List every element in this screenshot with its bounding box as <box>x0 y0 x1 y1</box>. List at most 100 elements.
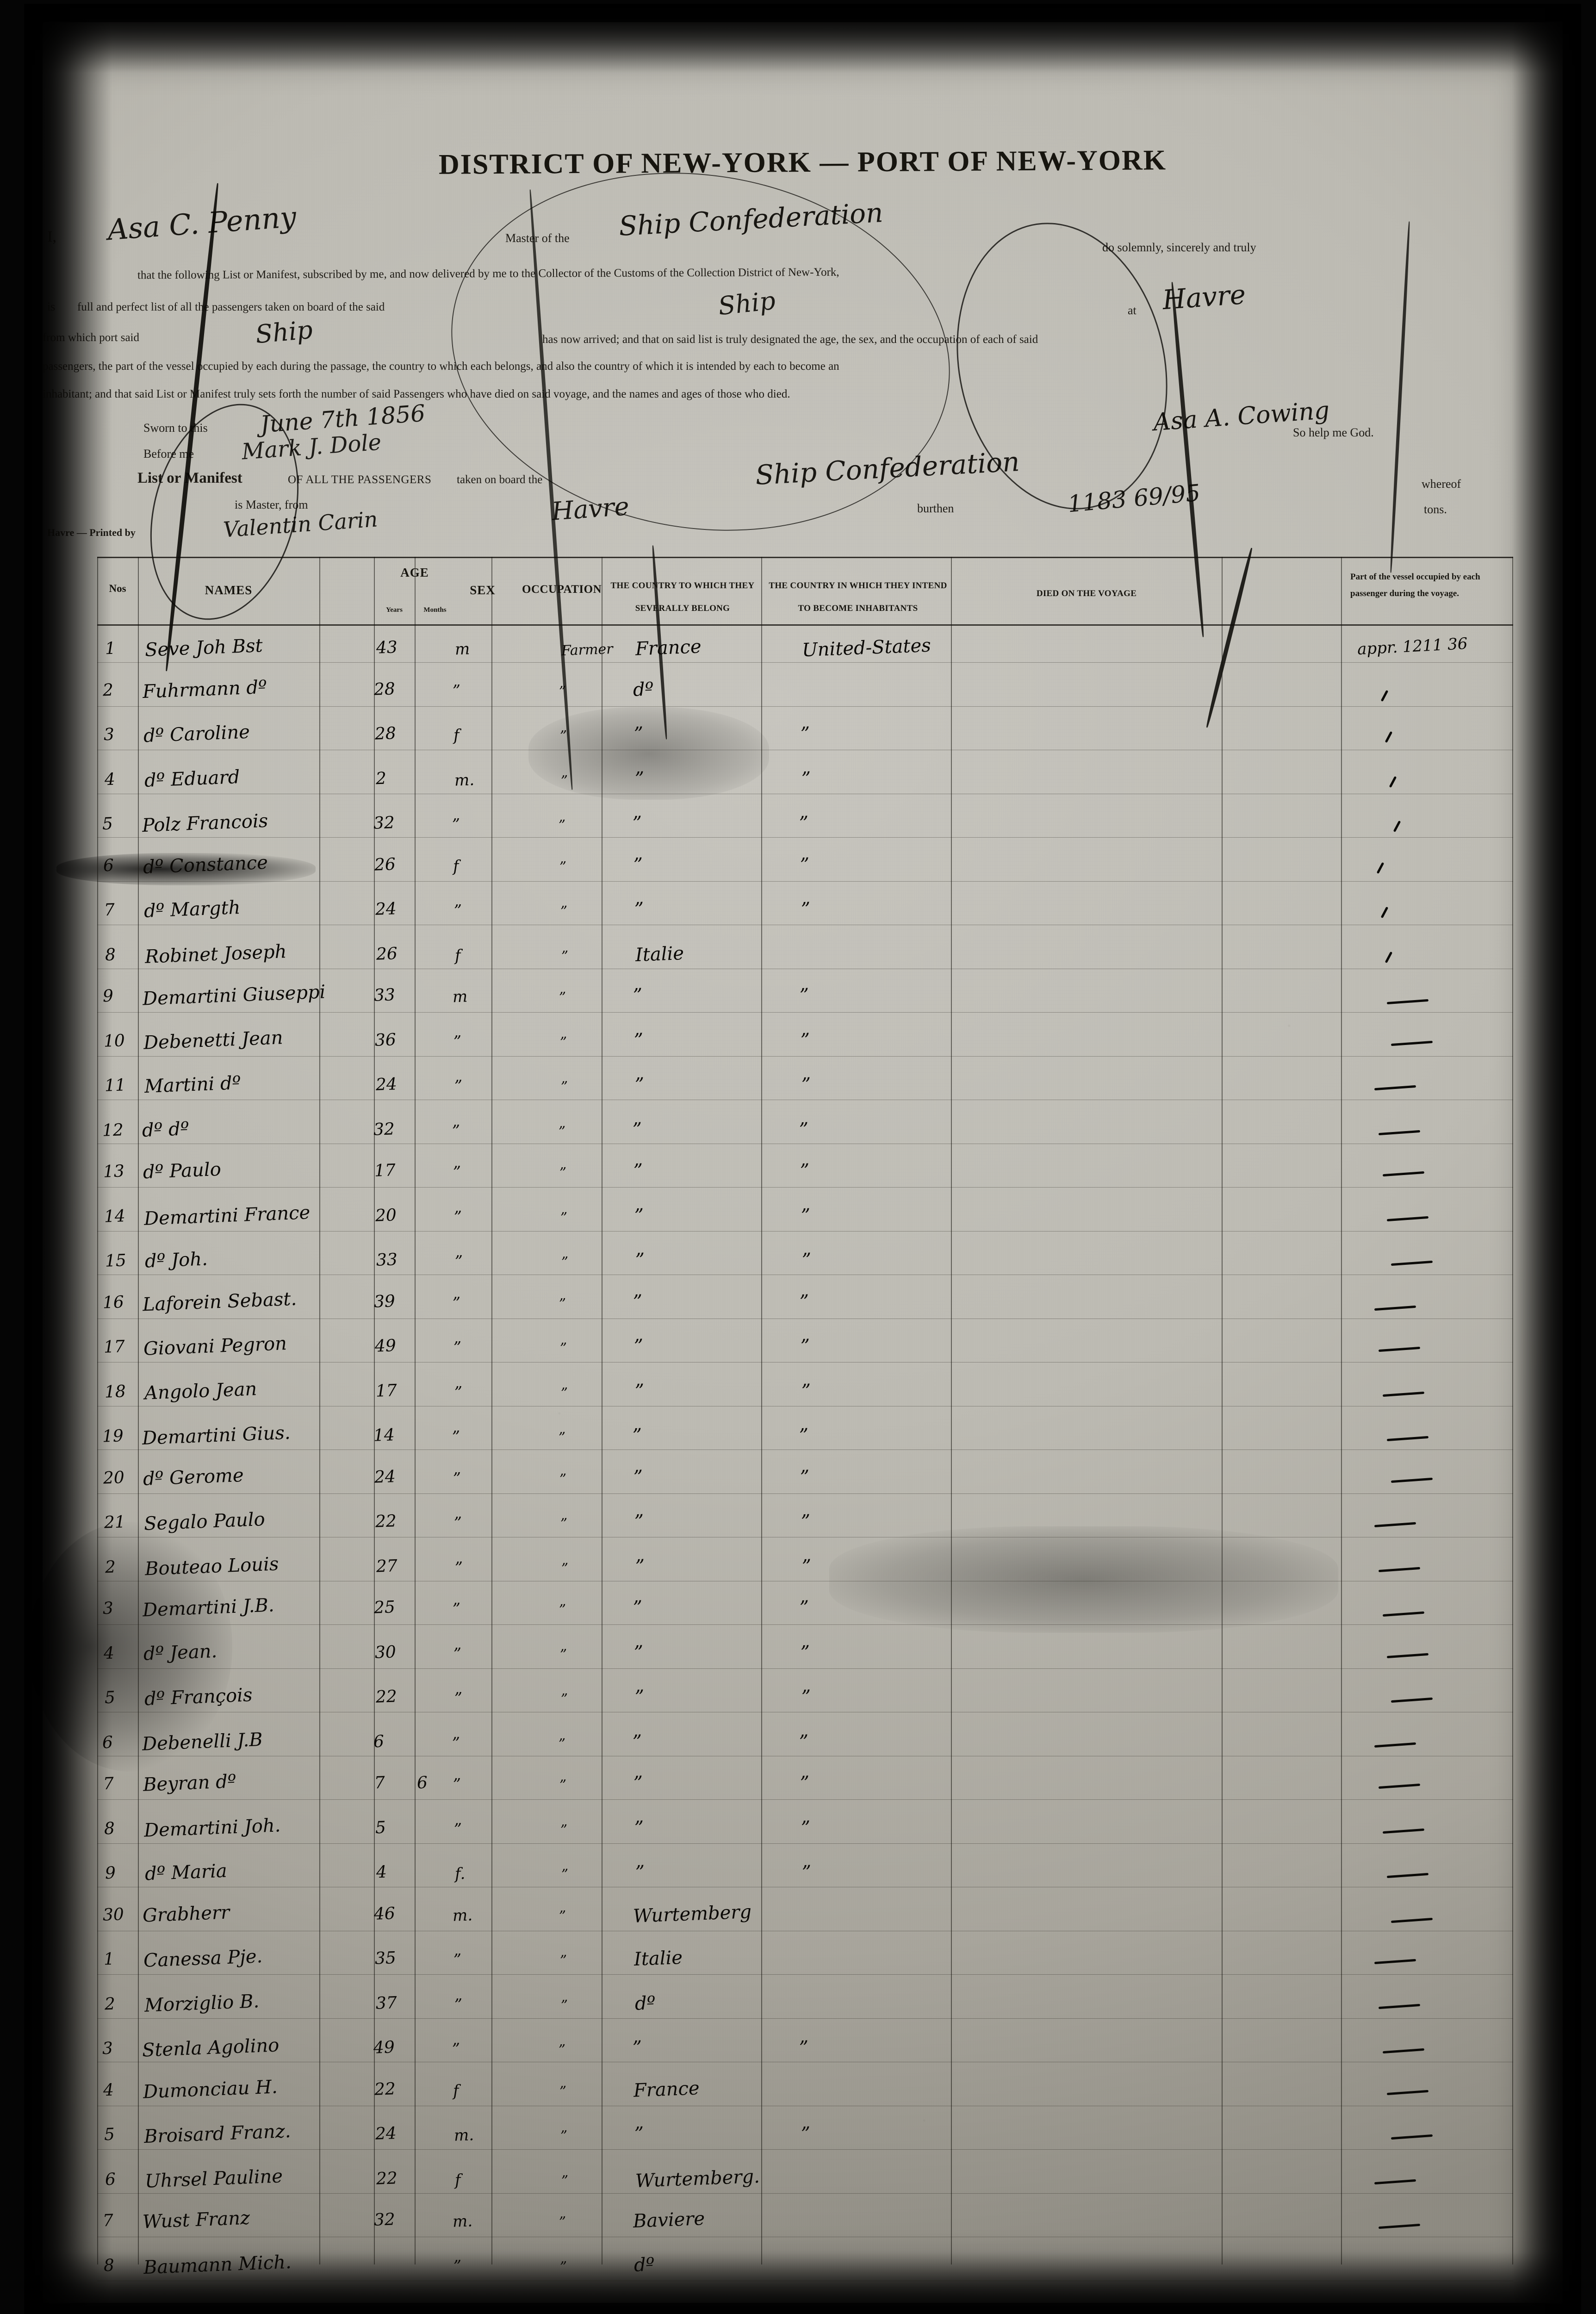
row-country-intend: ” <box>799 1424 809 1447</box>
row-vessel-part-tick <box>1378 2003 1421 2009</box>
row-occupation: ” <box>558 1736 566 1752</box>
row-vessel-part-tick <box>1386 1653 1429 1658</box>
row-sex: ” <box>454 1076 463 1096</box>
row-country-intend: ” <box>799 1291 810 1313</box>
row-vessel-part-tick <box>1386 999 1429 1005</box>
row-number: 3 <box>103 725 115 745</box>
row-age-years: 24 <box>375 1075 397 1095</box>
row-country-intend: ” <box>800 1466 810 1488</box>
row-age-years: 43 <box>376 638 398 658</box>
row-vessel-part-tick <box>1386 2090 1429 2095</box>
row-age-years: 33 <box>376 1250 398 1270</box>
manifest-taken-on-board-label: taken on board the <box>457 473 543 486</box>
oath-line5: passengers, the part of the vessel occup… <box>43 360 839 373</box>
row-age-years: 26 <box>374 854 396 875</box>
row-number: 16 <box>102 1292 124 1313</box>
row-passenger-name: Dumonciau H. <box>143 2076 278 2103</box>
row-country-belong: ” <box>633 1160 644 1182</box>
row-age-years: 26 <box>376 944 398 964</box>
row-age-years: 36 <box>374 1030 397 1050</box>
table-row-rule <box>97 706 1513 707</box>
row-country-belong: ” <box>634 1205 645 1226</box>
table-vrule-vesselpart <box>1341 557 1342 2264</box>
row-occupation: ” <box>560 772 568 789</box>
column-header-died-on-voyage: DIED ON THE VOYAGE <box>1036 589 1137 598</box>
table-vrule-sex <box>491 557 492 2264</box>
table-vrule-intend <box>951 557 952 2264</box>
row-country-intend: ” <box>799 812 809 834</box>
row-vessel-part-tick <box>1391 1917 1433 1923</box>
row-occupation: ” <box>560 1822 568 1838</box>
row-country-belong: ” <box>633 1335 644 1357</box>
row-vessel-part-tick <box>1382 2048 1425 2054</box>
row-number: 7 <box>104 900 115 920</box>
row-sex: f <box>453 2081 460 2100</box>
row-country-intend: ” <box>801 1249 812 1271</box>
handwriting-burthen-value: 1183 69/95 <box>1067 479 1202 518</box>
row-occupation: ” <box>559 1601 566 1618</box>
row-age-years: 32 <box>373 2210 396 2230</box>
row-occupation: ” <box>559 1164 567 1182</box>
row-age-years: 32 <box>373 1119 395 1139</box>
row-country-belong: ” <box>634 1511 645 1533</box>
row-country-belong: ” <box>635 1249 646 1271</box>
row-occupation: ” <box>559 2083 567 2100</box>
row-vessel-part-tick <box>1385 951 1393 963</box>
row-vessel-part-tick <box>1386 1872 1429 1879</box>
signature-descender-stroke-far-right <box>1389 221 1411 573</box>
row-vessel-part-tick <box>1378 1346 1421 1352</box>
table-vrule-age-months <box>415 557 416 2264</box>
row-number: 14 <box>104 1206 126 1226</box>
row-occupation: ” <box>561 1560 569 1577</box>
row-age-years: 27 <box>376 1556 398 1576</box>
row-number: 5 <box>102 814 113 834</box>
handwriting-said-ship-line3: Ship <box>717 286 777 321</box>
row-country-belong: dº <box>634 1992 656 2015</box>
row-country-intend: ” <box>801 1686 812 1708</box>
row-age-years: 24 <box>374 1467 396 1487</box>
row-age-years: 17 <box>375 1381 397 1401</box>
row-sex: f <box>453 726 460 745</box>
row-vessel-part-tick <box>1380 906 1389 919</box>
column-header-country-belong: THE COUNTRY TO WHICH THEY SEVERALLY BELO… <box>610 581 755 614</box>
row-occupation: ” <box>561 2172 569 2189</box>
oath-master-of-the: Master of the <box>505 231 570 245</box>
row-occupation: ” <box>558 817 566 834</box>
row-number: 12 <box>102 1120 124 1140</box>
row-country-belong: ” <box>634 768 645 790</box>
table-row-rule <box>97 1231 1513 1232</box>
column-header-age-years: Years <box>386 606 403 614</box>
row-sex: ” <box>452 1599 461 1619</box>
row-passenger-name: dº Eduard <box>144 766 241 791</box>
row-country-intend: ” <box>800 1642 811 1663</box>
row-occupation: ” <box>559 1340 567 1357</box>
row-country-belong: ” <box>632 2037 643 2059</box>
row-passenger-name: Grabherr <box>142 1901 230 1927</box>
row-vessel-part-tick <box>1374 1522 1416 1528</box>
handwriting-manifest-from-port: Havre <box>551 491 630 526</box>
handwriting-master-name: Asa C. Penny <box>106 199 298 247</box>
row-sex: ” <box>453 1207 463 1226</box>
row-number: 15 <box>105 1251 127 1271</box>
row-age-years: 7 <box>374 1773 385 1793</box>
row-occupation: ” <box>558 1429 566 1446</box>
column-header-age: AGE <box>400 566 429 579</box>
row-number: 20 <box>103 1468 125 1488</box>
row-vessel-part-tick <box>1380 690 1389 702</box>
table-vrule-right <box>1512 557 1513 2264</box>
row-passenger-name: dº Gerome <box>143 1464 244 1490</box>
row-age-years: 35 <box>374 1948 397 1968</box>
row-passenger-name: Demartini Giuseppi <box>142 981 326 1010</box>
row-passenger-name: dº François <box>144 1684 253 1710</box>
table-row-rule <box>97 2018 1513 2019</box>
row-country-belong: ” <box>635 1555 646 1577</box>
row-country-intend: ” <box>801 1555 812 1577</box>
row-age-years: 20 <box>375 1205 397 1225</box>
row-vessel-part-tick <box>1382 1611 1425 1617</box>
oath-line3-at: at <box>1128 304 1136 317</box>
row-vessel-part-tick <box>1393 820 1401 833</box>
row-country-belong: Italie <box>633 1947 683 1970</box>
row-sex: m. <box>453 2126 474 2145</box>
row-country-belong: Wurtemberg <box>633 1901 752 1927</box>
row-country-belong: France <box>633 2077 700 2102</box>
